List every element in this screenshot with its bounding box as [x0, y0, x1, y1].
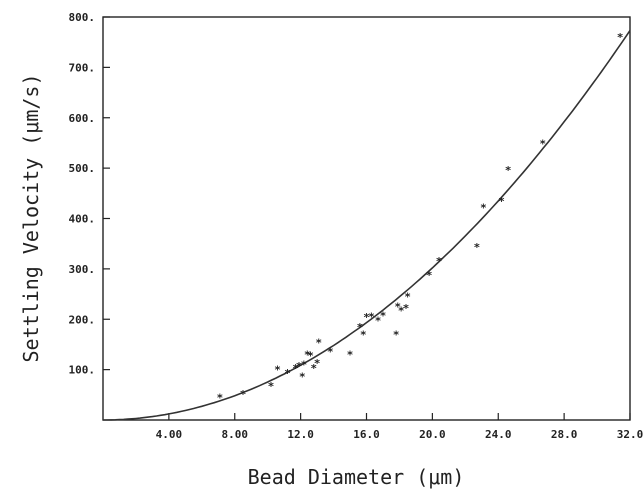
data-point: *: [405, 291, 411, 304]
y-tick-label: 700.: [69, 61, 96, 74]
data-point: *: [316, 336, 322, 349]
data-point: *: [398, 305, 404, 318]
data-point: *: [357, 321, 363, 334]
y-tick-label: 200.: [69, 313, 96, 326]
data-point: *: [311, 362, 317, 375]
x-tick-label: 20.0: [419, 428, 446, 441]
y-tick-label: 100.: [69, 364, 96, 377]
data-point: *: [240, 388, 246, 401]
data-point: *: [395, 301, 401, 314]
data-point: *: [314, 357, 320, 370]
y-axis: 100. 200. 300. 400. 500. 600. 700. 800.: [69, 11, 110, 377]
data-point: *: [347, 349, 353, 362]
x-tick-label: 12.0: [287, 428, 314, 441]
x-tick-label: 32.0: [617, 428, 644, 441]
data-point: *: [285, 367, 291, 380]
data-point: *: [304, 349, 310, 362]
x-tick-label: 24.0: [485, 428, 512, 441]
plot-frame: [102, 16, 631, 421]
data-point: *: [380, 310, 386, 323]
data-point: *: [360, 328, 366, 341]
fit-curve: [103, 30, 631, 421]
data-point: *: [436, 255, 442, 268]
x-tick-label: 4.00: [156, 428, 183, 441]
x-axis: 4.00 8.00 12.0 16.0 20.0 24.0 28.0 32.0: [156, 413, 644, 441]
data-point: *: [481, 201, 487, 214]
data-point: *: [327, 345, 333, 358]
x-tick-label: 28.0: [551, 428, 578, 441]
data-point: *: [617, 31, 623, 44]
data-point: *: [505, 164, 511, 177]
y-tick-label: 500.: [69, 162, 96, 175]
y-tick-label: 400.: [69, 213, 96, 226]
data-point: *: [364, 311, 370, 324]
data-point: *: [217, 391, 223, 404]
data-point: *: [301, 359, 307, 372]
x-tick-label: 8.00: [222, 428, 249, 441]
data-point: *: [275, 364, 281, 377]
data-point: *: [426, 269, 432, 282]
data-point: *: [375, 314, 381, 327]
data-point: *: [293, 362, 299, 375]
data-point: *: [369, 311, 375, 324]
data-point: *: [308, 350, 314, 363]
y-tick-label: 600.: [69, 112, 96, 125]
data-point: *: [540, 137, 546, 150]
data-point: *: [499, 195, 505, 208]
y-axis-title: Settling Velocity (μm/s): [19, 74, 43, 363]
data-point: *: [268, 380, 274, 393]
x-tick-label: 16.0: [353, 428, 380, 441]
data-point: *: [299, 371, 305, 384]
data-point: *: [296, 360, 302, 373]
y-tick-label: 300.: [69, 263, 96, 276]
data-point: *: [403, 302, 409, 315]
data-points: * *** * ********** **** * * **** **********: [217, 31, 623, 404]
data-point: *: [393, 328, 399, 341]
y-tick-label: 800.: [69, 11, 96, 24]
data-point: *: [474, 241, 480, 254]
x-axis-title: Bead Diameter (μm): [248, 465, 465, 489]
